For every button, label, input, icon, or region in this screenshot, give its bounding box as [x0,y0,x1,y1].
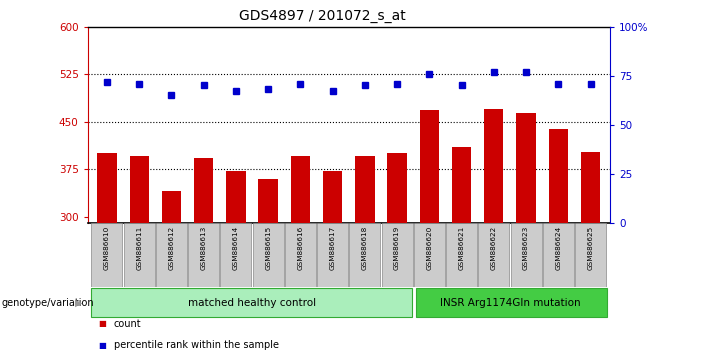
Bar [517,113,536,223]
Text: GSM886614: GSM886614 [233,226,239,270]
Text: INSR Arg1174Gln mutation: INSR Arg1174Gln mutation [440,298,580,308]
Text: GDS4897 / 201072_s_at: GDS4897 / 201072_s_at [239,9,406,23]
Text: GSM886622: GSM886622 [491,226,497,270]
Bar [162,191,181,223]
FancyBboxPatch shape [349,223,381,287]
FancyBboxPatch shape [381,223,413,287]
Text: GSM886621: GSM886621 [458,226,465,270]
FancyBboxPatch shape [156,223,187,287]
Bar [97,153,116,223]
Text: GSM886610: GSM886610 [104,226,110,270]
Bar [226,171,245,223]
Bar [194,158,213,223]
FancyBboxPatch shape [543,223,573,287]
Text: GSM886619: GSM886619 [394,226,400,270]
Text: GSM886616: GSM886616 [297,226,304,270]
FancyBboxPatch shape [416,288,607,317]
Text: GSM886611: GSM886611 [136,226,142,270]
FancyBboxPatch shape [124,223,155,287]
Bar [452,147,471,223]
Bar [581,152,600,223]
Text: GSM886613: GSM886613 [200,226,207,270]
Text: GSM886618: GSM886618 [362,226,368,270]
Bar [291,156,310,223]
Bar [388,153,407,223]
FancyBboxPatch shape [92,288,412,317]
Text: GSM886615: GSM886615 [265,226,271,270]
FancyBboxPatch shape [92,223,123,287]
FancyBboxPatch shape [220,223,252,287]
Bar [420,110,439,223]
Text: GSM886612: GSM886612 [168,226,175,270]
Text: matched healthy control: matched healthy control [188,298,316,308]
Text: ■: ■ [98,319,106,329]
Bar [549,129,568,223]
FancyBboxPatch shape [575,223,606,287]
FancyBboxPatch shape [510,223,542,287]
FancyBboxPatch shape [188,223,219,287]
Text: genotype/variation: genotype/variation [1,298,94,308]
Text: ■: ■ [98,341,106,350]
Bar [259,179,278,223]
Text: GSM886624: GSM886624 [555,226,562,270]
Text: percentile rank within the sample: percentile rank within the sample [114,340,278,350]
FancyBboxPatch shape [317,223,348,287]
Text: GSM886625: GSM886625 [587,226,594,270]
Bar [355,156,374,223]
Text: GSM886620: GSM886620 [426,226,433,270]
Text: GSM886617: GSM886617 [329,226,336,270]
FancyBboxPatch shape [446,223,477,287]
FancyBboxPatch shape [414,223,445,287]
Text: GSM886623: GSM886623 [523,226,529,270]
Bar [130,156,149,223]
Text: ▶: ▶ [75,298,82,308]
Text: count: count [114,319,141,329]
Bar [484,109,503,223]
Bar [323,171,342,223]
FancyBboxPatch shape [285,223,316,287]
FancyBboxPatch shape [478,223,510,287]
FancyBboxPatch shape [252,223,284,287]
